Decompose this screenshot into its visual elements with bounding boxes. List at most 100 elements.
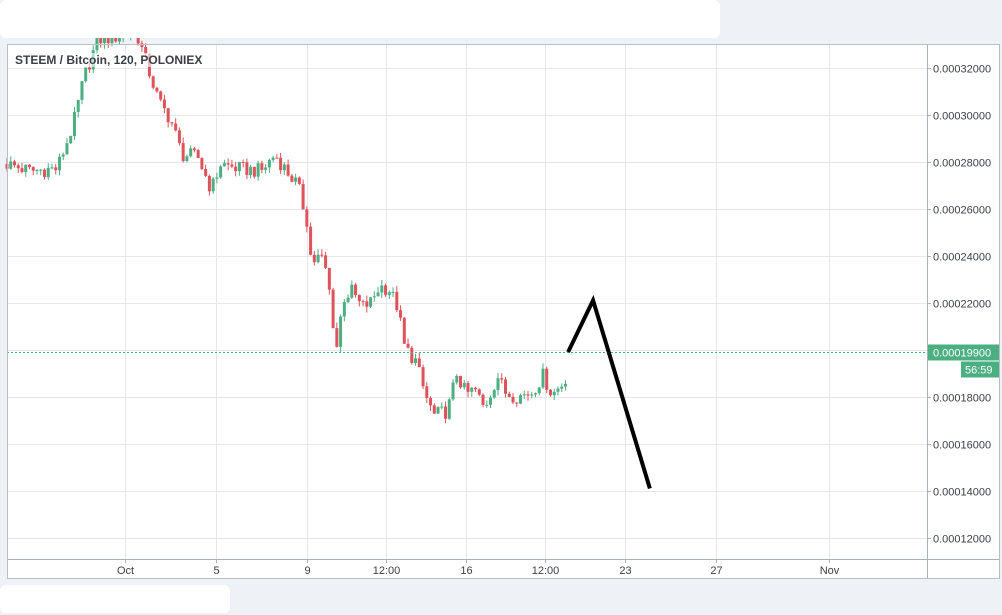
candle-body — [447, 399, 451, 419]
candle-body — [301, 183, 305, 210]
candles — [5, 27, 567, 424]
candle-body — [515, 402, 519, 404]
candle-body — [451, 382, 455, 400]
candle-body — [162, 99, 166, 109]
x-axis-background — [7, 559, 1000, 579]
candle-body — [282, 164, 286, 171]
candle-body — [530, 394, 534, 396]
candle-body — [548, 389, 552, 396]
candle-body — [477, 389, 481, 395]
candle-body — [50, 167, 54, 169]
candle-body — [320, 254, 324, 256]
candle-body — [222, 163, 226, 167]
candle-body — [335, 328, 339, 347]
candle-body — [369, 297, 373, 307]
candle-body — [466, 383, 470, 392]
candle-body — [200, 157, 204, 170]
y-tick-label: 0.00032000 — [933, 64, 991, 76]
candle-body — [264, 167, 268, 170]
candle-body — [429, 397, 433, 406]
candle-body — [305, 209, 309, 227]
x-tick-label: 27 — [710, 565, 722, 577]
candle-body — [474, 387, 478, 390]
grid — [7, 44, 927, 559]
chart-title: STEEM / Bitcoin, 120, POLONIEX — [15, 53, 203, 67]
candle-body — [425, 386, 429, 398]
candle-body — [489, 397, 493, 405]
candle-body — [290, 175, 294, 182]
candle-body — [414, 358, 418, 363]
candle-body — [61, 154, 65, 157]
price-tags: 0.00019900 56:59 — [928, 344, 999, 378]
candle-body — [552, 391, 556, 396]
plot-border — [7, 44, 1000, 579]
candle-body — [537, 387, 541, 394]
candle-body — [260, 163, 264, 170]
candle-body — [361, 301, 365, 303]
x-tick-label: 9 — [304, 565, 310, 577]
candle-body — [72, 111, 76, 137]
candle-body — [249, 166, 253, 175]
candle-body — [556, 388, 560, 392]
candle-body — [440, 406, 444, 408]
candle-body — [342, 302, 346, 317]
candle-body — [560, 386, 564, 389]
candle-body — [174, 123, 178, 131]
candle-body — [245, 162, 249, 175]
candle-body — [84, 67, 88, 82]
candle-body — [185, 156, 189, 161]
candle-body — [237, 161, 241, 172]
candle-body — [80, 81, 84, 100]
candle-body — [387, 292, 391, 295]
candle-body — [57, 156, 61, 171]
candle-body — [410, 347, 414, 363]
candle-body — [102, 34, 106, 44]
candle-body — [69, 136, 73, 144]
y-axis-ticks: 0.00012000 0.00014000 0.00016000 0.00018000… — [927, 64, 991, 546]
candle-body — [215, 177, 219, 179]
candle-body — [421, 367, 425, 387]
candle-body — [492, 390, 496, 398]
candle-body — [297, 177, 301, 184]
candle-body — [365, 301, 369, 307]
y-tick-label: 0.00014000 — [933, 487, 991, 499]
candle-body — [226, 163, 230, 165]
x-tick-label: 23 — [619, 565, 631, 577]
bottom-smudge — [0, 585, 230, 613]
last-price-tag — [928, 344, 999, 361]
candle-body — [286, 164, 290, 176]
candle-body — [395, 291, 399, 311]
candle-body — [95, 35, 99, 51]
candle-body — [309, 226, 313, 255]
candle-body — [511, 396, 515, 403]
candle-body — [324, 255, 328, 268]
candle-body — [9, 161, 13, 169]
candle-body — [99, 35, 103, 44]
x-axis-ticks: Oct 5 9 12:00 16 12:00 23 27 Nov — [117, 559, 840, 577]
x-tick-label: Oct — [117, 565, 134, 577]
y-tick-label: 0.00012000 — [933, 534, 991, 546]
projection-drawing — [566, 294, 652, 490]
y-tick-label: 0.00016000 — [933, 440, 991, 452]
candle-body — [417, 358, 421, 368]
candle-body — [144, 47, 148, 54]
candle-body — [496, 378, 500, 391]
candle-body — [372, 296, 376, 298]
candle-body — [500, 378, 504, 380]
candle-body — [462, 383, 466, 388]
x-tick-label: 16 — [460, 565, 472, 577]
candle-body — [16, 165, 20, 169]
candle-body — [252, 166, 256, 177]
candle-body — [504, 379, 508, 394]
candle-body — [76, 99, 80, 112]
candle-body — [485, 404, 489, 406]
candle-body — [507, 393, 511, 397]
candle-body — [380, 285, 384, 293]
candle-body — [230, 164, 234, 167]
candle-body — [376, 292, 380, 297]
candle-body — [545, 368, 549, 390]
candle-body — [155, 87, 159, 92]
candle-body — [481, 394, 485, 405]
candle-body — [275, 157, 279, 159]
